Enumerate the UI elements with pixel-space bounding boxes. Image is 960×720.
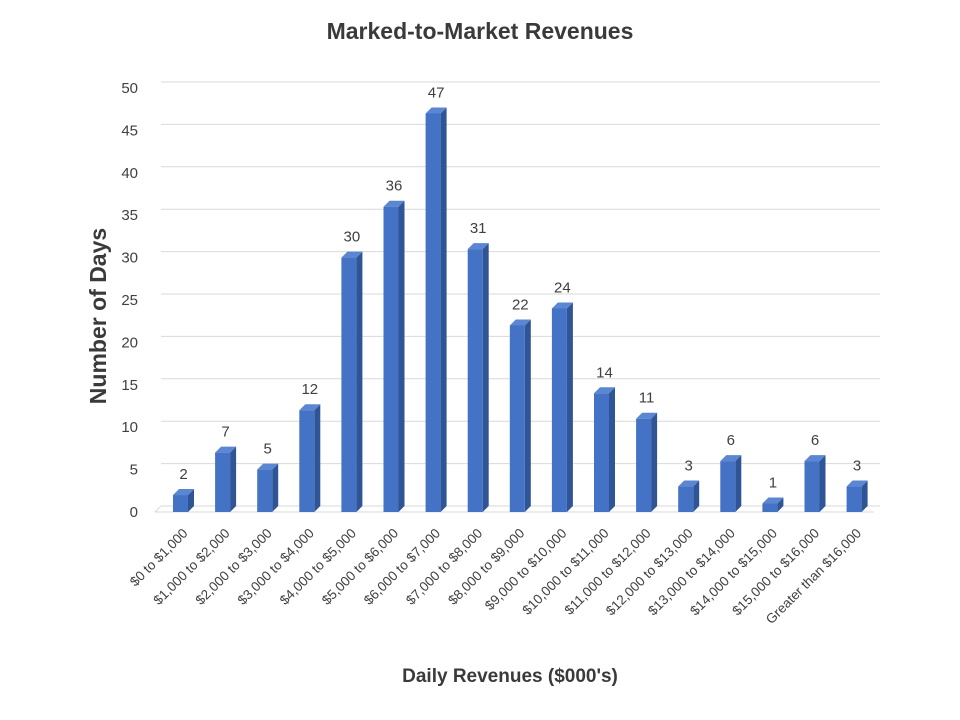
data-label: 6 (811, 432, 819, 449)
bar-side (651, 412, 658, 512)
x-tick-label: $8,000 to $9,000 (445, 526, 527, 608)
data-label: 11 (639, 390, 655, 407)
bar-top (509, 319, 531, 326)
floor-edge (154, 505, 162, 513)
bar (425, 113, 441, 512)
bar-side (272, 463, 279, 512)
bar-side (861, 480, 868, 512)
bar-side (356, 251, 363, 512)
bar (341, 257, 357, 512)
data-label: 7 (221, 424, 229, 441)
bar (299, 410, 315, 512)
y-tick-label: 50 (121, 80, 138, 97)
bar-side (693, 480, 700, 512)
bar-side (566, 302, 573, 512)
x-tick-label: $3,000 to $4,000 (235, 526, 317, 608)
bar-side (524, 319, 531, 512)
data-label: 5 (264, 441, 272, 458)
bar-side (735, 455, 742, 512)
bar (173, 495, 188, 512)
bar-top (299, 404, 321, 411)
y-tick-label: 25 (121, 292, 138, 309)
data-label: 31 (470, 220, 487, 237)
bar-top (846, 480, 868, 487)
data-label: 1 (769, 475, 777, 492)
data-label: 47 (428, 84, 445, 101)
bar (551, 308, 567, 512)
bar (678, 486, 694, 512)
bar-top (341, 251, 363, 258)
y-tick-label: 10 (121, 419, 138, 436)
bar-top (173, 489, 194, 496)
data-label: 36 (386, 178, 403, 195)
data-label: 2 (179, 466, 187, 483)
bar-side (230, 446, 237, 512)
y-tick-label: 40 (121, 165, 138, 182)
x-tick-label: $1,000 to $2,000 (150, 526, 232, 608)
bar-side (777, 497, 784, 512)
x-tick-label: $6,000 to $7,000 (361, 526, 443, 608)
bar-side (819, 455, 826, 512)
x-axis-title: Daily Revenues ($000's) (402, 666, 618, 687)
bar-top (804, 455, 826, 462)
y-tick-label: 15 (121, 377, 138, 394)
data-label: 24 (554, 279, 571, 296)
bar-top (425, 107, 447, 114)
bar-top (762, 497, 784, 504)
data-label: 14 (596, 364, 613, 381)
bar-top (636, 412, 658, 419)
bar-top (678, 480, 700, 487)
y-tick-label: 35 (121, 207, 138, 224)
data-label: 6 (727, 432, 735, 449)
bar-top (257, 463, 279, 470)
bar (846, 486, 862, 512)
chart-title: Marked-to-Market Revenues (326, 18, 634, 44)
bar (804, 461, 820, 512)
y-tick-label: 30 (121, 250, 138, 267)
x-tick-label: $5,000 to $6,000 (319, 526, 401, 608)
bar-top (467, 243, 489, 250)
bar-top (383, 200, 405, 207)
bar (383, 206, 399, 512)
bar-top (215, 446, 237, 453)
bar-side (314, 404, 321, 512)
data-label: 12 (301, 381, 318, 398)
bar-top (720, 455, 742, 462)
bar-side (398, 200, 405, 512)
y-tick-label: 20 (121, 334, 138, 351)
bar (215, 452, 231, 512)
bar-top (594, 387, 615, 394)
data-label: 30 (344, 229, 361, 246)
bar (257, 469, 273, 512)
bar (720, 461, 736, 512)
bar-side (609, 387, 615, 512)
data-label: 22 (512, 296, 529, 313)
x-tick-label: $7,000 to $8,000 (403, 526, 485, 608)
bar (762, 503, 778, 512)
bar-side (482, 243, 489, 512)
x-tick-label: $4,000 to $5,000 (277, 526, 359, 608)
y-tick-label: 0 (130, 504, 138, 521)
data-label: 3 (685, 458, 693, 475)
x-tick-label: $2,000 to $3,000 (193, 526, 275, 608)
bar-side (440, 107, 447, 512)
bar-top (551, 302, 573, 309)
bar (509, 325, 525, 512)
data-label: 3 (853, 458, 861, 475)
y-tick-label: 5 (130, 462, 138, 479)
bar-side (188, 489, 194, 512)
bar (594, 393, 609, 512)
bar (636, 418, 652, 512)
bar (467, 249, 483, 512)
y-tick-label: 45 (121, 122, 138, 139)
